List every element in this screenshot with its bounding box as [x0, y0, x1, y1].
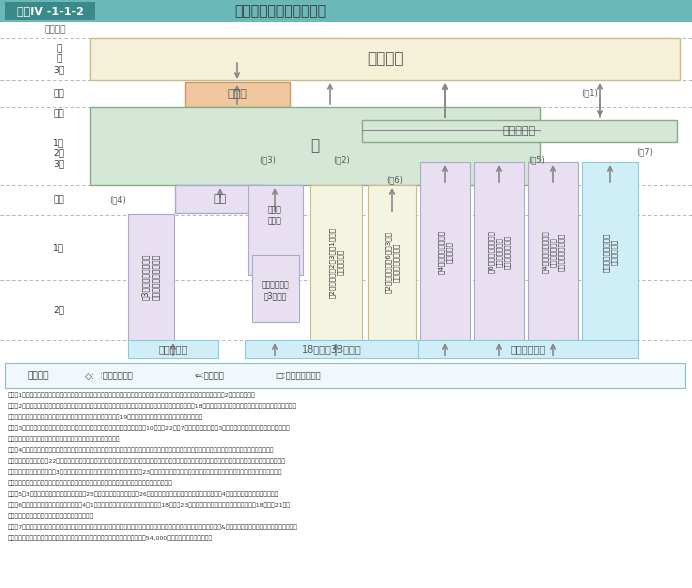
Text: 【凡例】: 【凡例】: [28, 372, 50, 380]
Text: 《階級》: 《階級》: [44, 25, 66, 35]
Text: □:課程修了後任命: □:課程修了後任命: [275, 372, 320, 380]
FancyBboxPatch shape: [474, 162, 524, 340]
FancyBboxPatch shape: [128, 214, 174, 341]
FancyBboxPatch shape: [362, 120, 677, 142]
Text: （2士で任用・2、3年を1任期）
一般曹候補生: （2士で任用・2、3年を1任期） 一般曹候補生: [329, 226, 343, 298]
Text: （注）1　医科・歯科・薬剤将校候補生については、医師・歯科医師・薬剤師国家試験に合格し、所定の教育訓練を修了すれば、2尉に昇任する。: （注）1 医科・歯科・薬剤将校候補生については、医師・歯科医師・薬剤師国家試験に…: [8, 392, 256, 397]
FancyBboxPatch shape: [245, 340, 420, 358]
Text: （6年・卒業後曹長）
防衛医科大学校
医学教育部医学科: （6年・卒業後曹長） 防衛医科大学校 医学教育部医学科: [488, 230, 511, 273]
Text: (注5): (注5): [529, 155, 545, 165]
Text: 2　一般曹候補生については、最初から定足制の「曹」に昇任する前段で採用される「士」のこと。平成18年度まで「一般曹候補学生」及び「曹養候補士」の二つ: 2 一般曹候補生については、最初から定足制の「曹」に昇任する前段で採用される「士…: [8, 403, 298, 409]
Text: （2士で採用・約6年で3尉）
航空学生（海・空）: （2士で採用・約6年で3尉） 航空学生（海・空）: [385, 231, 399, 293]
Text: 成する。平成22年度の採用から、自衛官の身分ではなく、定員外の新たな身分である「生徒」に変更した。新たな生徒については、通信教育などにより: 成する。平成22年度の採用から、自衛官の身分ではなく、定員外の新たな身分である「…: [8, 458, 286, 463]
Text: 満の者を航空学生として採用している。: 満の者を航空学生として採用している。: [8, 513, 94, 519]
FancyBboxPatch shape: [5, 363, 685, 388]
Text: (注1): (注1): [581, 89, 599, 98]
Text: 1曹
2曹
3曹: 1曹 2曹 3曹: [53, 138, 64, 168]
FancyBboxPatch shape: [582, 162, 638, 340]
FancyBboxPatch shape: [175, 185, 265, 213]
Text: 5　3年制の看護学生については、平成25年度をもって終了し、平成26年度より、防衛医科大学校医学部看護学科に4年制の看護学科の新設された。: 5 3年制の看護学生については、平成25年度をもって終了し、平成26年度より、防…: [8, 491, 280, 497]
FancyBboxPatch shape: [252, 255, 299, 322]
Text: 曹: 曹: [311, 139, 320, 153]
Text: 幹　　部: 幹 部: [367, 52, 403, 66]
Text: 曹長: 曹長: [53, 109, 64, 119]
Text: 4　陸上自衛隊等工科学校については、将来端上自衛官において被候補を配置・選抜するとともに、国際社会においても対応できる自衛官となる者を養: 4 陸上自衛隊等工科学校については、将来端上自衛官において被候補を配置・選抜する…: [8, 447, 275, 453]
Text: 士長: 士長: [213, 194, 226, 204]
FancyBboxPatch shape: [5, 2, 95, 20]
FancyBboxPatch shape: [185, 82, 290, 107]
Text: 中学校など: 中学校など: [158, 344, 188, 354]
Text: 省職員とし、基礎的教育訓練に専従させることとした。: 省職員とし、基礎的教育訓練に専従させることとした。: [8, 436, 120, 442]
Text: ⇐:採用試験: ⇐:採用試験: [195, 372, 225, 380]
Text: 3　自衛官候補生については、任期制自衛官の初期教育を充実させるため、10（平成22）年7月から、入隊当初の3か月間を非自衛官化して、定員外の防衛: 3 自衛官候補生については、任期制自衛官の初期教育を充実させるため、10（平成2…: [8, 425, 291, 430]
Text: 図表IV -1-1-2: 図表IV -1-1-2: [17, 6, 84, 16]
Text: （3年・卒業後士長）
陸上自衛隊等工科学校: （3年・卒業後士長） 陸上自衛隊等工科学校: [140, 254, 161, 300]
Text: (注7): (注7): [637, 148, 653, 156]
FancyBboxPatch shape: [368, 185, 416, 340]
FancyBboxPatch shape: [90, 38, 680, 80]
Text: 士長: 士長: [53, 195, 64, 205]
Text: 幹部候補生: 幹部候補生: [502, 126, 536, 136]
Text: 1士: 1士: [53, 243, 64, 252]
Text: 高等学校など: 高等学校など: [511, 344, 545, 354]
FancyBboxPatch shape: [420, 162, 470, 340]
Text: 6　航空学生については、採用年齢の4月1日において、海上自衛隊においては年齢18歳以上23歳未満の者、航空自衛隊においては年齢18歳以上21歳未: 6 航空学生については、採用年齢の4月1日において、海上自衛隊においては年齢18…: [8, 502, 291, 507]
FancyBboxPatch shape: [0, 0, 692, 22]
FancyBboxPatch shape: [90, 107, 540, 185]
FancyBboxPatch shape: [528, 162, 578, 340]
FancyBboxPatch shape: [310, 185, 362, 340]
Text: 生徒課程終了後（3年間）には、高等学校卒業資格を取得する。平成23年度の採用から、従来の一般試験に加えて、中学校長などの推薦を受けた者の: 生徒課程終了後（3年間）には、高等学校卒業資格を取得する。平成23年度の採用から…: [8, 469, 282, 475]
Text: (注6): (注6): [387, 175, 403, 185]
Text: 将
〜
3尉: 将 〜 3尉: [53, 44, 64, 74]
Text: :試験及び選考: :試験及び選考: [100, 372, 133, 380]
Text: ◇:: ◇:: [85, 372, 95, 380]
Text: して引き続き自衛官に勤務する意思を持つ者に対して防衛省より月額（54,000円／月額）が貸与される。: して引き続き自衛官に勤務する意思を持つ者に対して防衛省より月額（54,000円／…: [8, 535, 213, 540]
Text: 准　尉: 准 尉: [227, 89, 247, 99]
Text: 7　貸費学生については、採用後、大学及び大学院（専門職大学院を除く）で医・歯学、理工学を専攻している学生で、&卒業（修了）後、その専攻した学術を活か: 7 貸費学生については、採用後、大学及び大学院（専門職大学院を除く）で医・歯学、…: [8, 524, 298, 530]
Text: 自衛官の任用制度の概要: 自衛官の任用制度の概要: [234, 4, 326, 18]
FancyBboxPatch shape: [418, 340, 638, 358]
Text: 准尉: 准尉: [53, 89, 64, 98]
Text: の制度を設けていたが、両制度を整理・一本化し、平成19年度から一般曹候補生として採用している。: の制度を設けていたが、両制度を整理・一本化し、平成19年度から一般曹候補生として…: [8, 414, 203, 420]
Text: （貸費学生を含む）
一般大学など: （貸費学生を含む） 一般大学など: [603, 232, 617, 272]
Text: 任期制
自衛官: 任期制 自衛官: [268, 205, 282, 225]
Text: (注2): (注2): [334, 155, 350, 165]
Text: (注3): (注3): [260, 155, 276, 165]
Text: 自衛官候補生
【3月間】: 自衛官候補生 【3月間】: [261, 280, 289, 300]
FancyBboxPatch shape: [128, 340, 218, 358]
Text: 2士: 2士: [53, 306, 64, 315]
Text: （4年・卒業後曹長）
防衛大学校: （4年・卒業後曹長） 防衛大学校: [437, 230, 453, 274]
FancyBboxPatch shape: [248, 185, 303, 275]
Text: （4年・卒業後曹長）
防衛医科大学校
医学教育部看護学科: （4年・卒業後曹長） 防衛医科大学校 医学教育部看護学科: [542, 230, 565, 273]
Text: 18歳以上33歳未満: 18歳以上33歳未満: [302, 344, 362, 354]
Text: 中から、陸上自衛隊等工科学校生徒として相応しい者を選抜する推薦制度を導入した。: 中から、陸上自衛隊等工科学校生徒として相応しい者を選抜する推薦制度を導入した。: [8, 480, 173, 486]
Text: (注4): (注4): [109, 195, 127, 205]
